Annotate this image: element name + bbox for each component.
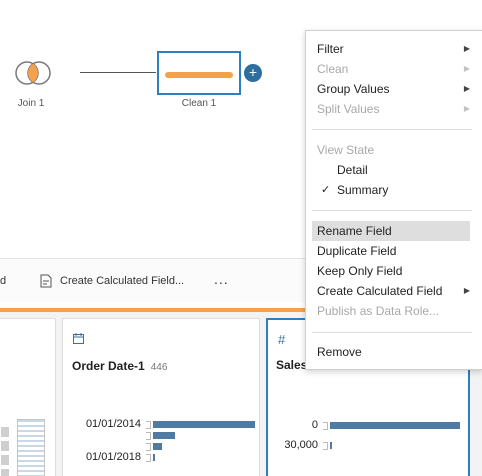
menu-separator	[312, 332, 472, 333]
field-card-title: Order Date-1 446	[72, 359, 167, 373]
field-card-partial-histogram	[17, 419, 45, 476]
menu-item-split-values: Split Values ▶	[312, 99, 470, 119]
histogram-bar[interactable]	[153, 421, 255, 428]
calculated-field-icon	[40, 274, 52, 288]
histogram-axis-tick	[146, 454, 151, 462]
menu-item-rename-field[interactable]: Rename Field	[312, 221, 470, 241]
menu-separator	[312, 210, 472, 211]
join-node-label: Join 1	[17, 98, 45, 109]
menu-item-group-values[interactable]: Group Values ▶	[312, 79, 470, 99]
menu-item-duplicate-field[interactable]: Duplicate Field	[312, 241, 470, 261]
add-step-button[interactable]: +	[244, 64, 262, 82]
histogram-bin-label: 01/01/2018	[85, 451, 141, 463]
selection-rule	[0, 308, 482, 312]
histogram-bar[interactable]	[153, 432, 176, 439]
menu-item-label: Summary	[337, 183, 389, 197]
menu-item-clean: Clean ▶	[312, 59, 470, 79]
histogram-axis-tick	[323, 422, 328, 430]
menu-item-label: Group Values	[317, 82, 390, 96]
join-icon	[15, 61, 51, 85]
field-distinct-count: 446	[150, 362, 168, 373]
menu-item-detail[interactable]: Detail	[312, 160, 470, 180]
field-name: Order Date-1	[72, 359, 145, 373]
menu-item-remove[interactable]: Remove	[312, 342, 470, 362]
submenu-arrow-icon: ▶	[463, 104, 470, 113]
profile-pane: Order Date-1 446 01/01/2014 01/01/2018 # S…	[0, 312, 482, 476]
field-card-order-date[interactable]: Order Date-1 446 01/01/2014 01/01/2018	[62, 318, 260, 476]
calendar-icon	[73, 333, 84, 347]
histogram-bin-label: 0	[311, 419, 318, 431]
histogram-axis-tick	[323, 442, 328, 450]
histogram-bar[interactable]	[153, 454, 156, 461]
clean-step-bar	[165, 72, 233, 78]
menu-item-view-state: View State	[312, 140, 470, 160]
submenu-arrow-icon: ▶	[463, 44, 470, 53]
checkmark-icon: ✓	[321, 184, 331, 196]
menu-item-label: Filter	[317, 42, 344, 56]
join-node[interactable]	[10, 56, 56, 96]
flow-connector-line	[80, 72, 156, 73]
create-calculated-field-button[interactable]: Create Calculated Field...	[40, 272, 184, 290]
clean-node[interactable]	[157, 51, 241, 95]
menu-item-label: Detail	[337, 163, 368, 177]
more-options-icon[interactable]: ...	[214, 271, 229, 287]
menu-item-label: Split Values	[317, 102, 380, 116]
menu-item-label: View State	[317, 143, 375, 157]
field-card-partial[interactable]	[0, 318, 56, 476]
menu-item-publish-as-data-role: Publish as Data Role...	[312, 301, 470, 321]
histogram-bar[interactable]	[330, 442, 332, 449]
menu-item-label: Create Calculated Field	[317, 284, 443, 298]
menu-item-keep-only-field[interactable]: Keep Only Field	[312, 261, 470, 281]
histogram-bar[interactable]	[330, 422, 460, 429]
menu-item-label: Rename Field	[317, 224, 392, 238]
histogram-axis-tick	[146, 421, 151, 429]
menu-item-label: Publish as Data Role...	[317, 304, 440, 318]
field-context-menu: Filter ▶ Clean ▶ Group Values ▶ Split Values ▶ V…	[305, 30, 482, 370]
menu-item-create-calculated-field[interactable]: Create Calculated Field ▶	[312, 281, 470, 301]
toolbar-truncated-item[interactable]: d	[0, 275, 7, 287]
submenu-arrow-icon: ▶	[463, 286, 470, 295]
clean-node-label: Clean 1	[181, 98, 217, 109]
menu-item-label: Clean	[317, 62, 349, 76]
create-calculated-field-label: Create Calculated Field...	[60, 275, 185, 287]
histogram-axis-tick	[146, 443, 151, 451]
hash-icon: #	[278, 332, 286, 347]
histogram-bin-label: 01/01/2014	[85, 418, 141, 430]
menu-separator	[312, 129, 472, 130]
field-card-partial-bars	[1, 427, 9, 476]
field-name: Sales	[276, 358, 308, 372]
menu-item-summary[interactable]: ✓ Summary	[312, 180, 470, 200]
menu-item-label: Remove	[317, 345, 362, 359]
histogram-bar[interactable]	[153, 443, 163, 450]
menu-item-filter[interactable]: Filter ▶	[312, 39, 470, 59]
field-card-title: Sales	[276, 358, 307, 372]
histogram-bin-label: 30,000	[284, 439, 318, 451]
menu-item-label: Duplicate Field	[317, 244, 397, 258]
submenu-arrow-icon: ▶	[463, 84, 470, 93]
submenu-arrow-icon: ▶	[463, 64, 470, 73]
menu-item-label: Keep Only Field	[317, 264, 403, 278]
histogram-axis-tick	[146, 432, 151, 440]
